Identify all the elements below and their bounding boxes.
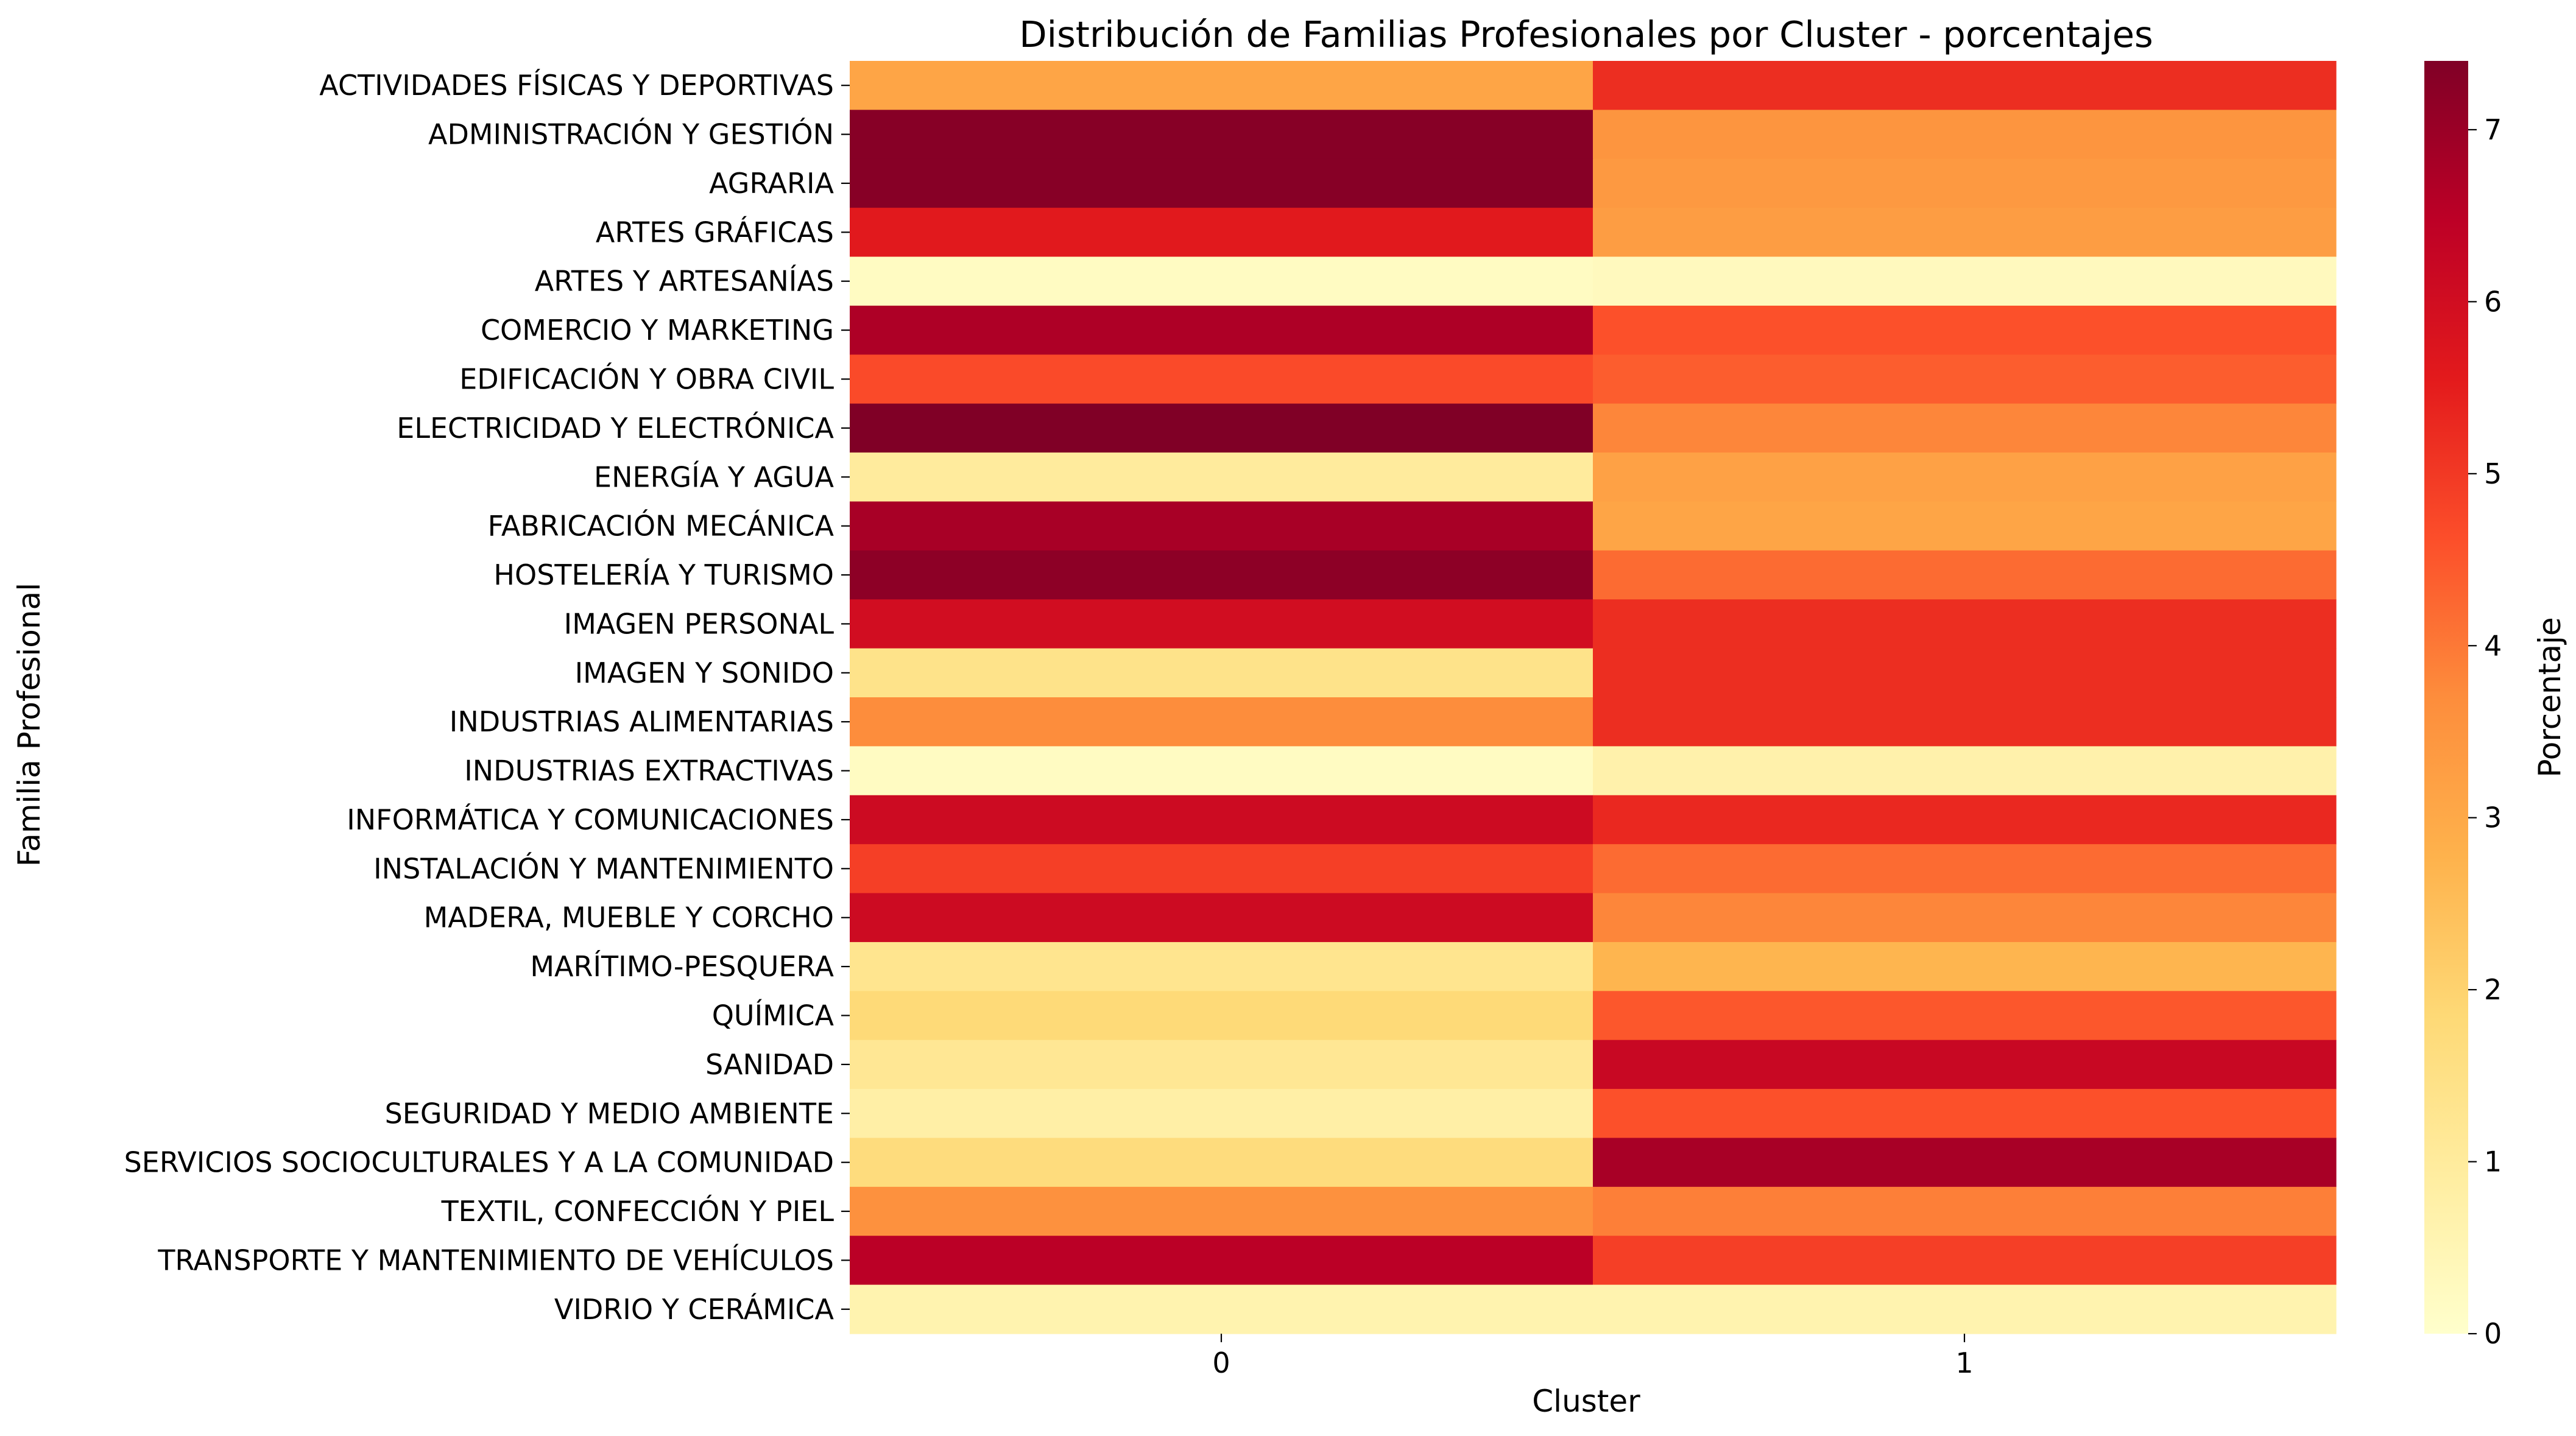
heatmap-cell: [1593, 893, 2337, 943]
heatmap-cell: [1593, 61, 2337, 110]
heatmap-cell: [850, 110, 1593, 160]
y-tick-label: INDUSTRIAS EXTRACTIVAS: [464, 755, 834, 787]
heatmap-cell: [1593, 110, 2337, 160]
heatmap-cell: [1593, 1089, 2337, 1139]
y-tick-label: INDUSTRIAS ALIMENTARIAS: [450, 705, 834, 738]
heatmap-cell: [850, 305, 1593, 355]
y-tick-label: ARTES Y ARTESANÍAS: [535, 265, 834, 298]
heatmap-cell: [850, 893, 1593, 943]
heatmap-cell: [850, 599, 1593, 649]
colorbar-tick-label: 3: [2484, 801, 2502, 834]
heatmap-cell: [1593, 403, 2337, 453]
colorbar-ticks: 0 1 2 3 4 5 6 7: [2468, 113, 2502, 1350]
y-tick-label: SERVICIOS SOCIOCULTURALES Y A LA COMUNID…: [124, 1146, 834, 1179]
y-tick-label: ELECTRICIDAD Y ELECTRÓNICA: [397, 412, 834, 445]
heatmap-cell: [1593, 795, 2337, 845]
heatmap-cell: [850, 648, 1593, 698]
colorbar-tick-label: 5: [2484, 457, 2502, 490]
y-tick-label: MARÍTIMO-PESQUERA: [530, 950, 834, 983]
y-tick-label: QUÍMICA: [712, 999, 835, 1032]
heatmap-cell: [850, 208, 1593, 258]
colorbar: 0 1 2 3 4 5 6 7: [2424, 61, 2502, 1350]
colorbar-gradient: [2424, 61, 2468, 1334]
colorbar-tick-label: 0: [2484, 1317, 2502, 1350]
heatmap-cell: [1593, 1138, 2337, 1188]
heatmap-cell: [1593, 501, 2337, 551]
heatmap-cell: [850, 1186, 1593, 1236]
y-tick-label: ACTIVIDADES FÍSICAS Y DEPORTIVAS: [319, 69, 834, 102]
heatmap-cell: [850, 746, 1593, 796]
heatmap-cell: [850, 1284, 1593, 1334]
y-tick-label: TEXTIL, CONFECCIÓN Y PIEL: [441, 1195, 835, 1228]
colorbar-tick-label: 7: [2484, 113, 2502, 146]
y-tick-label: COMERCIO Y MARKETING: [481, 314, 834, 347]
heatmap-cell: [850, 697, 1593, 747]
y-tick-label: ENERGÍA Y AGUA: [594, 460, 834, 493]
heatmap-cell: [850, 1040, 1593, 1089]
colorbar-label: Porcentaje: [2532, 617, 2567, 777]
x-axis-label: Cluster: [1532, 1384, 1640, 1419]
y-tick-labels: ACTIVIDADES FÍSICAS Y DEPORTIVAS ADMINIST…: [124, 69, 850, 1326]
heatmap-cell: [850, 354, 1593, 404]
x-tick-label: 0: [1212, 1346, 1230, 1379]
heatmap-cell: [850, 501, 1593, 551]
heatmap-cells: [850, 61, 2337, 1334]
y-tick-label: EDIFICACIÓN Y OBRA CIVIL: [459, 363, 834, 396]
colorbar-tick-label: 1: [2484, 1146, 2502, 1178]
heatmap-cell: [850, 61, 1593, 110]
y-tick-label: ARTES GRÁFICAS: [596, 216, 834, 248]
heatmap-cell: [1593, 256, 2337, 306]
heatmap-cell: [1593, 991, 2337, 1041]
heatmap-cell: [850, 991, 1593, 1041]
colorbar-tick-label: 6: [2484, 285, 2502, 318]
heatmap-cell: [1593, 305, 2337, 355]
y-tick-label: MADERA, MUEBLE Y CORCHO: [424, 901, 834, 934]
y-tick-label: INSTALACIÓN Y MANTENIMIENTO: [373, 852, 834, 885]
x-tick-label: 1: [1955, 1346, 1973, 1379]
heatmap-cell: [850, 550, 1593, 600]
heatmap-cell: [1593, 208, 2337, 258]
colorbar-tick-label: 4: [2484, 629, 2502, 662]
y-tick-label: INFORMÁTICA Y COMUNICACIONES: [347, 803, 834, 836]
heatmap-cell: [1593, 599, 2337, 649]
heatmap-cell: [1593, 158, 2337, 208]
heatmap-cell: [1593, 941, 2337, 991]
heatmap-cell: [1593, 1236, 2337, 1286]
y-tick-label: SANIDAD: [705, 1048, 834, 1081]
heatmap-cell: [850, 844, 1593, 894]
heatmap-cell: [850, 1138, 1593, 1188]
heatmap-cell: [850, 1236, 1593, 1286]
y-tick-label: ADMINISTRACIÓN Y GESTIÓN: [428, 118, 834, 151]
heatmap-cell: [1593, 746, 2337, 796]
heatmap-cell: [1593, 844, 2337, 894]
heatmap-cell: [1593, 1284, 2337, 1334]
heatmap-cell: [1593, 452, 2337, 502]
heatmap-cell: [850, 452, 1593, 502]
heatmap-cell: [1593, 550, 2337, 600]
heatmap-cell: [850, 1089, 1593, 1139]
heatmap-cell: [1593, 648, 2337, 698]
heatmap-cell: [1593, 1186, 2337, 1236]
heatmap-cell: [850, 256, 1593, 306]
heatmap-cell: [1593, 354, 2337, 404]
y-tick-label: SEGURIDAD Y MEDIO AMBIENTE: [385, 1097, 834, 1130]
y-tick-label: FABRICACIÓN MECÁNICA: [488, 510, 835, 543]
heatmap-cell: [850, 941, 1593, 991]
y-tick-label: IMAGEN Y SONIDO: [575, 656, 834, 689]
heatmap-cell: [850, 158, 1593, 208]
heatmap-cell: [1593, 1040, 2337, 1089]
y-tick-label: IMAGEN PERSONAL: [564, 607, 835, 640]
y-axis-label: Familia Profesional: [12, 583, 47, 867]
chart-title: Distribución de Familias Profesionales p…: [1019, 13, 2153, 55]
heatmap-cell: [850, 795, 1593, 845]
heatmap-cell: [850, 403, 1593, 453]
y-tick-label: TRANSPORTE Y MANTENIMIENTO DE VEHÍCULOS: [157, 1244, 834, 1276]
colorbar-tick-label: 2: [2484, 973, 2502, 1006]
y-tick-label: AGRARIA: [709, 167, 834, 200]
y-tick-label: HOSTELERÍA Y TURISMO: [493, 558, 834, 591]
heatmap-cell: [1593, 697, 2337, 747]
y-tick-label: VIDRIO Y CERÁMICA: [554, 1293, 835, 1326]
